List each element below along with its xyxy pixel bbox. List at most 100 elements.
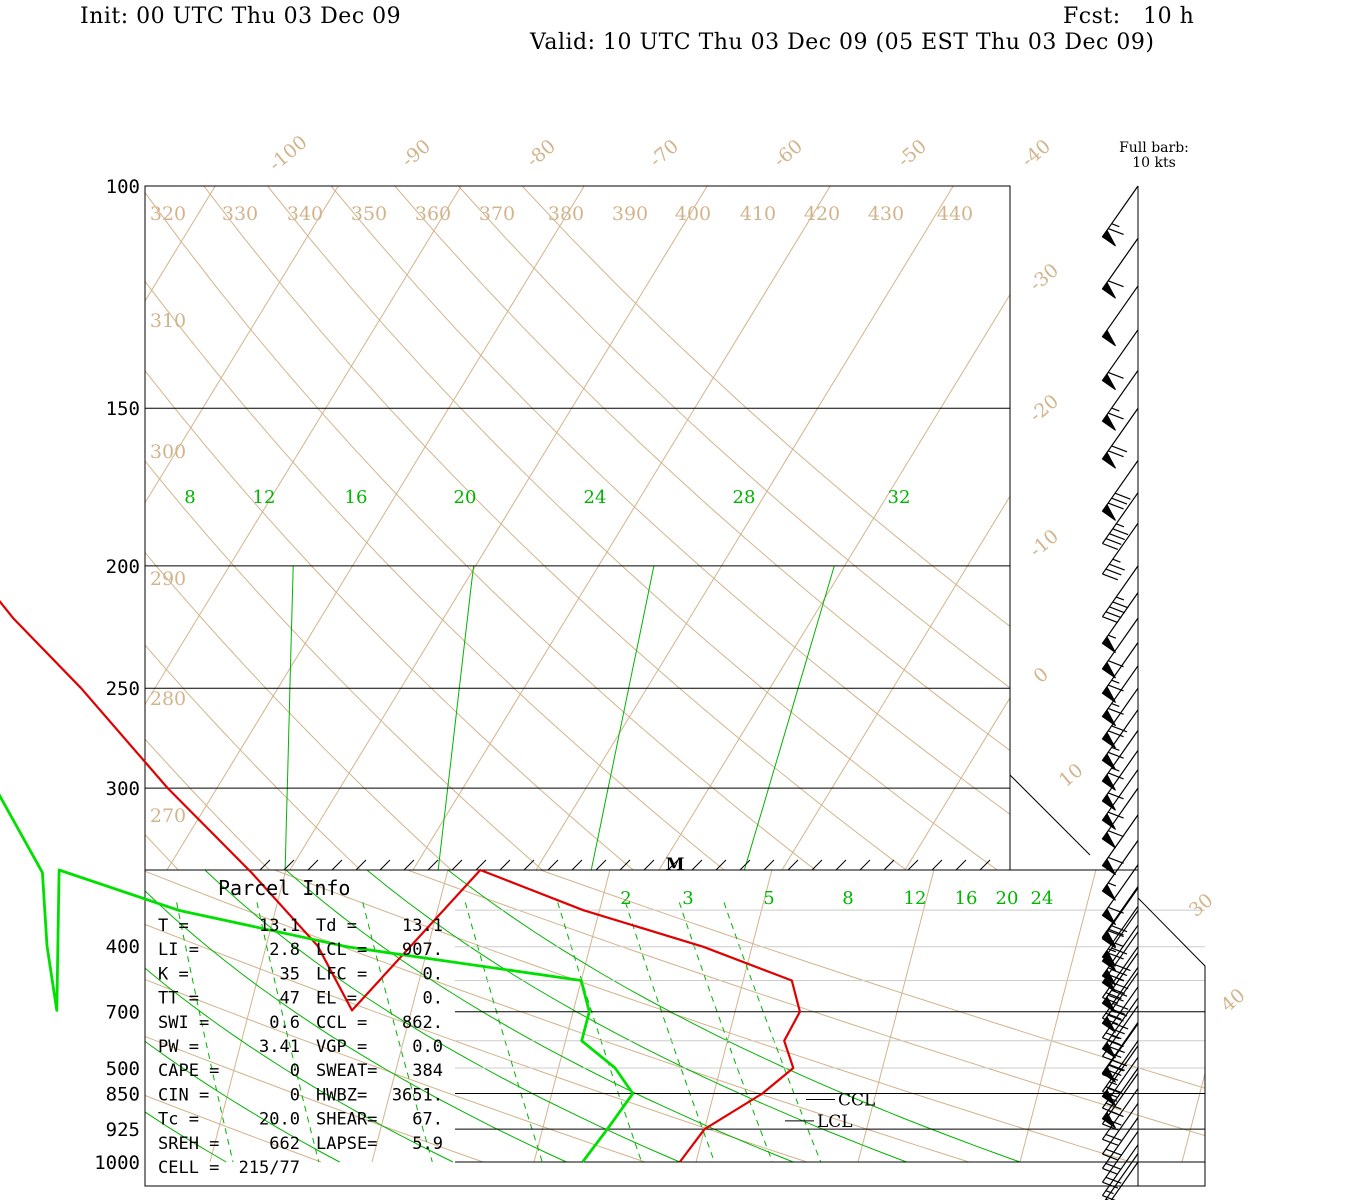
parcel-value: 67.: [412, 1110, 443, 1130]
barb-full: [1107, 502, 1124, 510]
barb-full: [1105, 1086, 1122, 1094]
parcel-label: VGP =: [316, 1037, 367, 1057]
parcel-label: LFC =: [316, 964, 367, 984]
mixing-ratio-label: 3: [682, 888, 693, 909]
parcel-value: 3.41: [259, 1037, 300, 1057]
level-hatch: [379, 859, 391, 871]
parcel-label: LCL =: [316, 940, 367, 960]
barb-full: [1111, 725, 1128, 733]
parcel-label: Td =: [316, 916, 357, 936]
wind-barb: [1101, 492, 1139, 550]
parcel-label: T =: [158, 916, 189, 936]
barb-flag: [1101, 373, 1116, 391]
pressure-label: 250: [106, 678, 140, 700]
mixing-ratio-label: 5: [763, 888, 774, 909]
dry-adiabat-line: [145, 978, 646, 1163]
barb-full: [1102, 1107, 1119, 1115]
barb-full: [1107, 830, 1124, 838]
parcel-label: TT =: [158, 989, 199, 1009]
parcel-label: SWEAT=: [316, 1061, 377, 1081]
barb-staff: [1101, 492, 1139, 544]
barb-staff: [1101, 1102, 1139, 1155]
pressure-label: 400: [106, 936, 140, 958]
isotherm-line: [1344, 870, 1350, 1162]
pressure-label: 150: [106, 398, 140, 420]
level-hatch: [499, 859, 511, 871]
barb-full: [1102, 616, 1119, 624]
isotherm-label: -50: [893, 135, 931, 172]
dry-adiabat-line: [458, 186, 1010, 689]
isotherm-line: [695, 870, 773, 1163]
barb-staff: [1101, 522, 1139, 575]
barb-full: [1112, 601, 1129, 609]
wind-barb: [1101, 946, 1139, 1005]
barb-half: [1107, 882, 1117, 887]
parcel-value: 35: [280, 964, 300, 984]
barb-staff: [1101, 1005, 1139, 1057]
barb-full: [1102, 542, 1119, 550]
mixing-ratio-dashed: [678, 902, 773, 1163]
barb-full: [1112, 1022, 1129, 1030]
pressure-label: 100: [106, 176, 140, 198]
barb-flag: [1101, 831, 1116, 849]
parcel-value: 0: [290, 1085, 300, 1105]
theta-label: 340: [287, 203, 323, 225]
barb-flag: [1101, 503, 1116, 521]
lcl-label: LCL: [817, 1112, 853, 1132]
moist-adiabat-line: [145, 1040, 340, 1163]
level-hatch: [355, 859, 367, 871]
isotherm-line: [1019, 870, 1097, 1163]
barb-full: [1107, 371, 1124, 379]
pressure-label: 500: [106, 1058, 140, 1080]
barb-full: [1102, 1017, 1119, 1025]
wind-barb: [1101, 967, 1139, 1025]
barb-flag: [1101, 773, 1116, 791]
barb-full: [1105, 568, 1122, 576]
dry-adiabat-line: [145, 923, 808, 1163]
wind-barb: [1101, 522, 1139, 581]
barb-half: [1111, 746, 1120, 751]
level-hatch: [931, 859, 943, 871]
mixing-ratio-label: 24: [584, 487, 607, 508]
level-hatch: [763, 859, 775, 871]
wind-barb: [1101, 592, 1139, 654]
mixing-ratio-label: 8: [842, 888, 853, 909]
wind-barb: [1101, 1144, 1139, 1200]
barb-staff: [1101, 1040, 1139, 1092]
barb-half: [1109, 1081, 1118, 1086]
barb-staff: [1101, 565, 1139, 618]
barb-flag: [1101, 229, 1116, 247]
level-hatch: [523, 859, 535, 871]
level-hatch: [811, 859, 823, 871]
wind-barb: [1101, 1023, 1139, 1081]
parcel-value: 907.: [402, 940, 443, 960]
theta-label: 390: [612, 203, 648, 225]
barb-staff: [1101, 1088, 1139, 1140]
barb-flag: [1101, 709, 1116, 727]
mixing-ratio-label: 32: [888, 487, 911, 508]
frame-diagonal: [1009, 774, 1091, 856]
level-hatch: [883, 859, 895, 871]
barb-staff: [1101, 1144, 1139, 1196]
wind-barb: [1101, 370, 1139, 431]
parcel-label: SWI =: [158, 1013, 209, 1033]
barb-flag: [1101, 752, 1116, 771]
barb-full: [1105, 992, 1122, 1000]
pressure-label: 850: [106, 1084, 140, 1106]
barb-full: [1105, 1032, 1122, 1040]
parcel-value: 0.: [423, 989, 443, 1009]
level-hatch: [859, 859, 871, 871]
mixing-ratio-label: 12: [253, 487, 276, 508]
barb-full: [1105, 538, 1122, 546]
pressure-label: 200: [106, 556, 140, 578]
barb-full: [1107, 928, 1124, 936]
barb-flag: [1101, 812, 1116, 830]
theta-label: 330: [222, 203, 258, 225]
dry-adiabat-line: [330, 186, 1010, 815]
theta-label: 400: [675, 203, 711, 225]
parcel-label: SHEAR=: [316, 1110, 377, 1130]
lower-grid: [145, 870, 1350, 1163]
level-hatch: [715, 859, 727, 871]
barb-flag: [1101, 731, 1116, 749]
theta-label: 370: [479, 203, 515, 225]
